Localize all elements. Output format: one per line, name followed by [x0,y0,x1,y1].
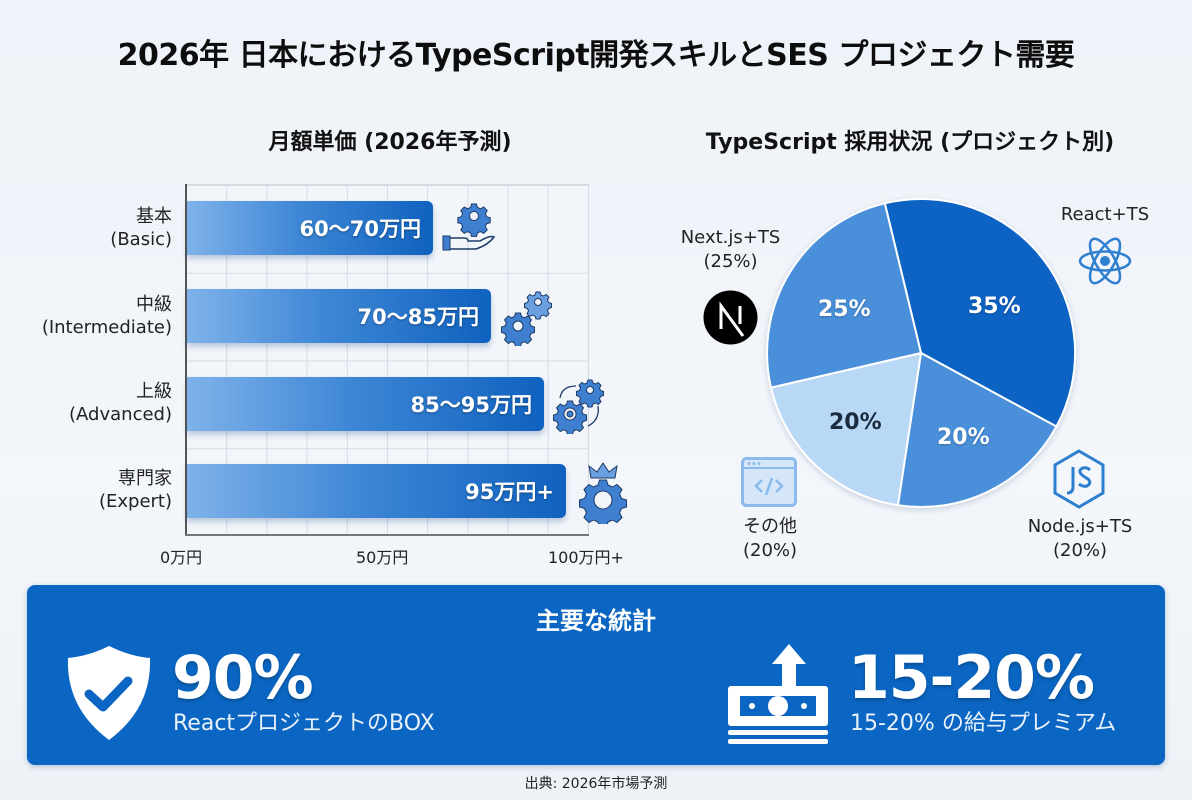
stat-desc-adoption: ReactプロジェクトのBOX [173,711,435,736]
page-title: 2026年 日本におけるTypeScript開発スキルとSES プロジェクト需要 [117,38,1075,73]
bar-intermediate: 70〜85万円 [187,289,491,343]
stat-desc-premium: 15-20% の給与プレミアム [850,711,1117,736]
legend-react: React+TS [1060,204,1150,225]
category-label-basic: 基本 (Basic) [110,206,172,250]
react-icon [1078,237,1132,285]
bar-value-label: 85〜95万円 [410,393,532,417]
category-label-intermediate: 中級 (Intermediate) [41,294,172,338]
x-tick-50: 50万円 [356,548,409,567]
pie-pct-node: 20% [937,425,990,450]
x-axis-line [185,534,589,536]
shield-check-icon [67,646,151,740]
legend-node: Node.js+TS (20%) [1027,516,1133,561]
bar-basic: 60〜70万円 [187,201,433,255]
bar-value-label: 60〜70万円 [299,217,421,241]
x-tick-100: 100万円+ [548,548,624,567]
stat-value-adoption: 90% [172,643,314,713]
gears-cycle-icon [553,379,604,434]
pie-pct-react: 35% [968,294,1021,319]
y-axis-line [185,184,187,536]
legend-next: Next.js+TS (25%) [680,227,781,272]
bar-expert: 95万円+ [187,464,566,518]
bar-chart-title: 月額単価 (2026年予測) [268,130,512,155]
bar-advanced: 85〜95万円 [187,377,544,431]
crown-gear-icon [579,462,627,524]
code-window-icon [741,457,797,507]
x-tick-0: 0万円 [160,548,203,567]
source-footer: 出典: 2026年市場予測 [524,776,668,792]
two-gears-icon [501,291,552,346]
nextjs-icon [703,290,758,345]
key-stats-banner [27,585,1165,765]
bar-value-label: 70〜85万円 [357,305,479,329]
stat-value-premium: 15-20% [848,643,1095,713]
gear-hand-icon [442,203,496,251]
money-up-icon [728,644,828,744]
category-label-expert: 専門家 (Expert) [98,468,172,512]
legend-other: その他 (20%) [742,516,798,561]
pie-pct-other: 20% [829,410,882,435]
pie-chart-title: TypeScript 採用状況 (プロジェクト別) [705,130,1115,155]
bar-value-label: 95万円+ [465,480,554,504]
category-label-advanced: 上級 (Advanced) [69,381,172,425]
key-stats-title: 主要な統計 [536,607,656,635]
nodejs-icon [1053,449,1105,509]
pie-pct-next: 25% [818,297,871,322]
